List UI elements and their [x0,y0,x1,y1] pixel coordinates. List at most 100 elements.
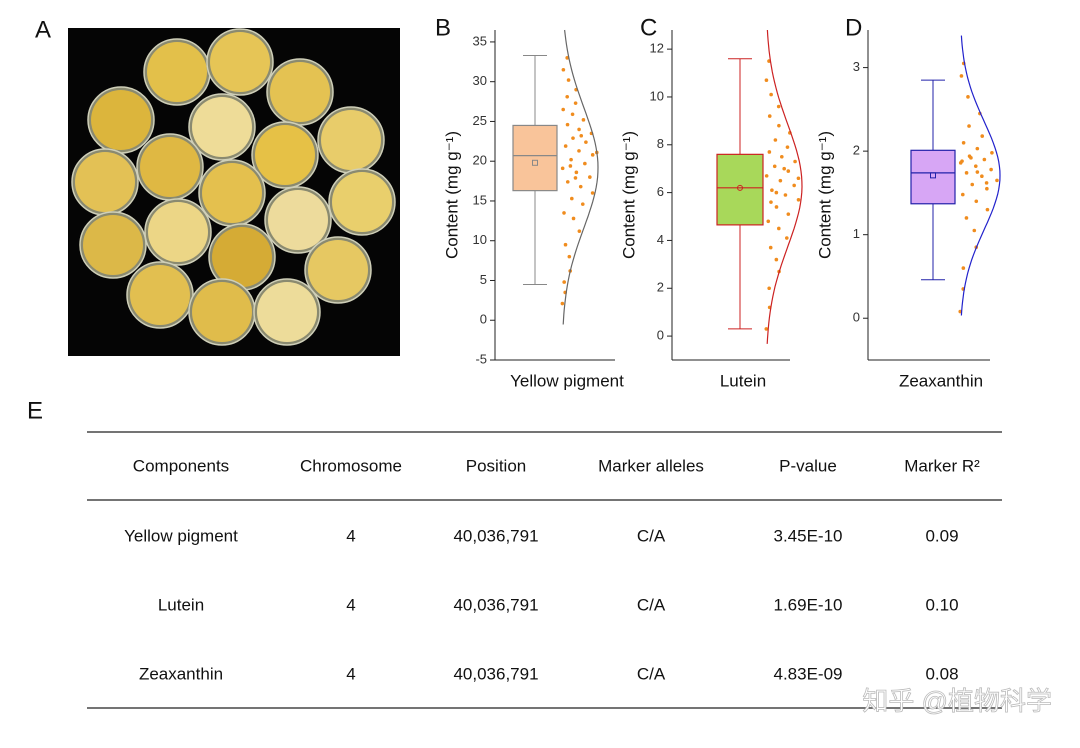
point [560,301,565,306]
photo [68,28,400,356]
y-tick-label: 30 [473,73,487,88]
point [975,146,980,151]
point [577,149,581,153]
point [570,112,575,117]
point [571,216,576,221]
point [772,164,777,169]
table-cell: C/A [637,595,666,614]
table-cell: 4 [346,526,355,545]
y-tick-label: 5 [480,272,487,287]
point [990,151,994,155]
y-tick-label: 1 [853,226,860,241]
point [773,138,778,142]
point [984,181,989,185]
y-tick-label: 6 [657,184,664,199]
density-curve [960,35,1001,316]
panel-label: E [27,397,43,424]
point [782,166,786,171]
point [764,327,769,331]
mean [532,159,538,166]
point [764,174,769,178]
x-tick-label: Zeaxanthin [899,371,983,390]
point [980,174,984,179]
dish [321,110,381,170]
table-cell: Yellow pigment [124,526,238,545]
point [959,74,964,78]
mean [737,184,743,191]
table-cell: Zeaxanthin [139,664,223,683]
point [770,188,774,193]
dish [75,152,135,212]
y-tick-label: 8 [657,136,664,151]
point [780,154,784,159]
table-cell: 0.09 [925,526,958,545]
y-axis-label: Content (mg g⁻¹) [815,131,834,259]
point [796,197,801,202]
y-tick-label: 0 [480,312,487,327]
point [590,191,595,195]
y-tick-label: 4 [657,232,664,247]
density-curve [562,29,599,325]
table-cell: 3.45E-10 [774,526,843,545]
table-cell: C/A [637,526,666,545]
y-tick-label: 25 [473,113,487,128]
table-cell: 4.83E-09 [774,664,843,683]
dish [212,227,272,287]
point [563,242,568,247]
point [571,136,575,140]
table-cell: Lutein [158,595,204,614]
y-tick-label: 10 [650,88,664,103]
point [778,178,783,183]
point [566,78,571,82]
y-tick-label: 12 [650,41,664,56]
point [567,254,572,259]
point [969,156,973,160]
point [793,159,797,164]
point [588,175,592,179]
point [792,183,796,188]
point [574,170,579,175]
point [989,167,993,172]
point [583,161,587,166]
y-tick-label: 20 [473,153,487,168]
point [785,236,789,240]
y-axis-label: Content (mg g⁻¹) [619,131,638,259]
dish [192,97,252,157]
point [960,159,964,163]
dish [147,42,207,102]
point [560,166,565,171]
panel-label: C [640,14,657,41]
point [580,202,585,206]
point [973,164,978,168]
table-cell: 1.69E-10 [774,595,843,614]
table-cell: C/A [637,664,666,683]
point [578,184,583,189]
table-header: P-value [779,456,837,475]
point [975,170,980,174]
point [569,157,573,162]
panel-label: D [845,14,862,41]
point [964,171,969,175]
point [769,92,773,97]
point [774,257,779,262]
point [562,280,566,284]
y-tick-label: 15 [473,192,487,207]
table-cell: 40,036,791 [453,595,538,614]
point [768,245,773,250]
point [767,286,771,291]
y-tick-label: 0 [853,310,860,325]
dish [332,172,392,232]
point [766,219,771,224]
point [565,180,570,184]
density-curve [766,29,803,344]
point [769,200,773,204]
point [786,169,791,173]
y-tick-label: 10 [473,232,487,247]
point [777,226,781,231]
x-tick-label: Yellow pigment [510,371,624,390]
point [774,205,779,209]
point [783,193,788,197]
point [774,190,779,195]
point [995,178,999,183]
table-cell: 40,036,791 [453,526,538,545]
